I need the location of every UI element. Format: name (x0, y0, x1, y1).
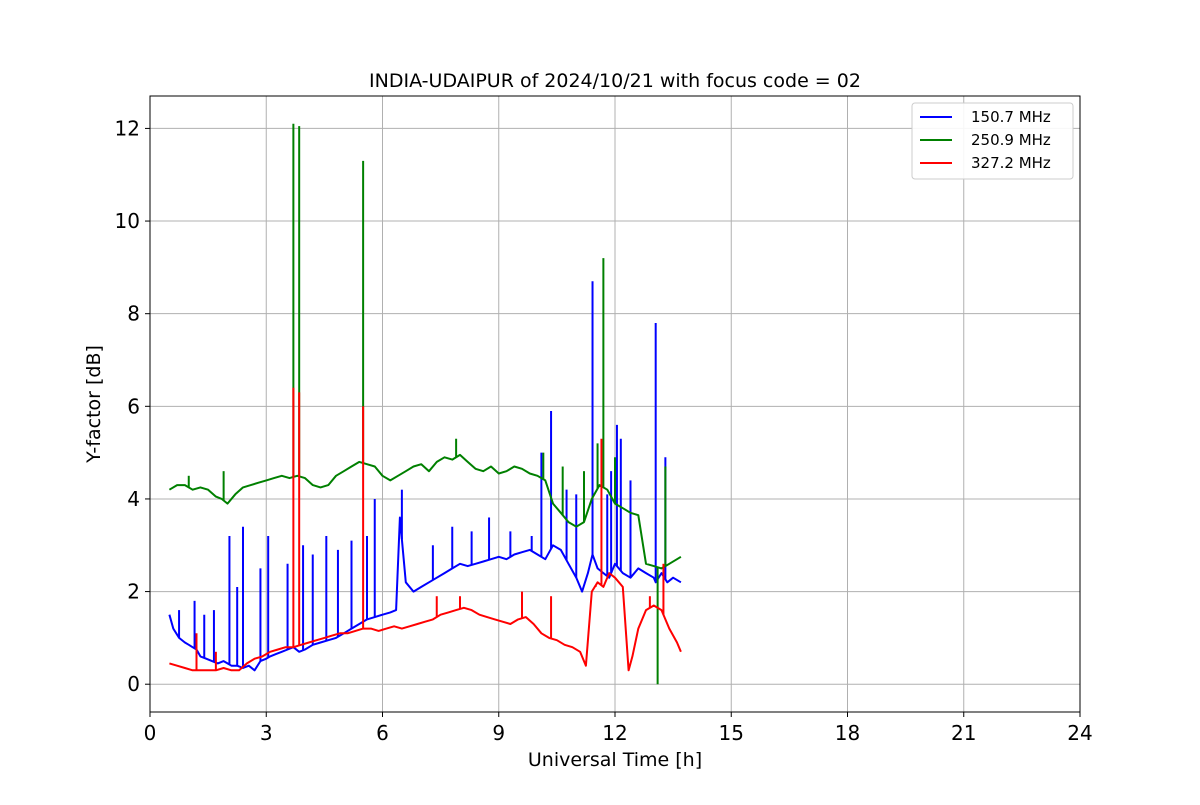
x-axis-label: Universal Time [h] (528, 749, 702, 771)
legend: 150.7 MHz 250.9 MHz 327.2 MHz (911, 102, 1074, 180)
series-lines (168, 123, 682, 685)
legend-label-250-9: 250.9 MHz (971, 131, 1051, 149)
x-tick-label: 6 (376, 721, 389, 745)
y-tick-label: 6 (127, 394, 140, 418)
y-tick-label: 0 (127, 672, 140, 696)
y-tick-label: 4 (127, 487, 140, 511)
x-tick-label: 24 (1067, 721, 1092, 745)
x-tick-label: 12 (602, 721, 627, 745)
y-tick-label: 2 (127, 580, 140, 604)
x-tick-label: 3 (260, 721, 273, 745)
y-tick-label: 10 (115, 209, 140, 233)
y-axis-label: Y-factor [dB] (83, 345, 105, 464)
x-tick-label: 15 (719, 721, 744, 745)
legend-label-327-2: 327.2 MHz (971, 154, 1051, 172)
legend-label-150-7: 150.7 MHz (971, 108, 1051, 126)
x-tick-label: 18 (835, 721, 860, 745)
x-tick-label: 9 (492, 721, 505, 745)
chart-title: INDIA-UDAIPUR of 2024/10/21 with focus c… (369, 70, 861, 92)
legend-box (911, 102, 1074, 180)
x-tick-label: 21 (951, 721, 976, 745)
y-tick-label: 12 (115, 116, 140, 140)
x-tick-label: 0 (144, 721, 157, 745)
y-tick-label: 8 (127, 302, 140, 326)
series-line-150-7-mhz (168, 516, 682, 672)
